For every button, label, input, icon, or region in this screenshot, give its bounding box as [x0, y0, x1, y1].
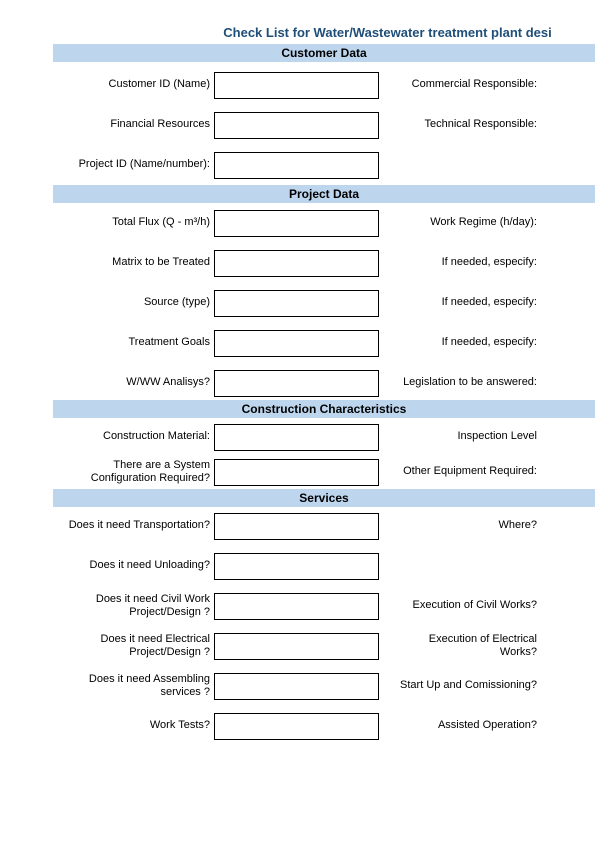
field-label-right: Commercial Responsible: [394, 78, 595, 91]
field-label-left: Does it need Transportation? [53, 519, 214, 532]
form-row: Total Flux (Q - m³/h) Work Regime (h/day)… [53, 208, 595, 238]
field-label-right: If needed, especify: [394, 256, 595, 269]
form-row: Does it need Electrical Project/Design ?… [53, 631, 595, 661]
form-row: Work Tests? Assisted Operation? [53, 711, 595, 741]
form-row: W/WW Analisys? Legislation to be answered… [53, 368, 595, 398]
field-label-right: If needed, especify: [394, 336, 595, 349]
input-field[interactable] [214, 459, 379, 486]
field-label-left: Matrix to be Treated [53, 256, 214, 269]
input-field[interactable] [214, 330, 379, 357]
form-row: Does it need Transportation? Where? [53, 511, 595, 541]
section-header-label: Customer Data [54, 44, 594, 62]
field-label-right: Other Equipment Required: [394, 465, 595, 478]
field-label-left: Treatment Goals [53, 336, 214, 349]
field-label-left: Does it need Assembling services ? [53, 673, 214, 699]
field-label-left: Does it need Civil Work Project/Design ? [53, 593, 214, 619]
section-header: Services [53, 489, 595, 507]
field-label-left: Work Tests? [53, 719, 214, 732]
section-header: Customer Data [53, 44, 595, 62]
form-row: Does it need Unloading? [53, 551, 595, 581]
field-label-right: Assisted Operation? [394, 719, 595, 732]
form-row: Customer ID (Name) Commercial Responsible… [53, 70, 595, 100]
field-label-left: Does it need Electrical Project/Design ? [53, 633, 214, 659]
field-label-left: Total Flux (Q - m³/h) [53, 216, 214, 229]
field-label-right: Where? [394, 519, 595, 532]
field-label-right: Inspection Level [394, 430, 595, 443]
form-row: Source (type) If needed, especify: [53, 288, 595, 318]
form-row: Does it need Assembling services ? Start … [53, 671, 595, 701]
input-field[interactable] [214, 633, 379, 660]
field-label-left: Construction Material: [53, 430, 214, 443]
page-title: Check List for Water/Wastewater treatmen… [0, 25, 595, 40]
input-field[interactable] [214, 370, 379, 397]
section-header-label: Project Data [54, 185, 594, 203]
form-row: Project ID (Name/number): [53, 150, 595, 180]
field-label-right: Start Up and Comissioning? [394, 679, 595, 692]
field-label-right: Work Regime (h/day): [394, 216, 595, 229]
input-field[interactable] [214, 210, 379, 237]
section-header: Project Data [53, 185, 595, 203]
form-row: Does it need Civil Work Project/Design ?… [53, 591, 595, 621]
form-row: Treatment Goals If needed, especify: [53, 328, 595, 358]
input-field[interactable] [214, 553, 379, 580]
field-label-left: Financial Resources [53, 118, 214, 131]
field-label-left: W/WW Analisys? [53, 376, 214, 389]
field-label-left: There are a System Configuration Require… [53, 459, 214, 485]
form-row: Financial Resources Technical Responsible… [53, 110, 595, 140]
form-row: Matrix to be Treated If needed, especify: [53, 248, 595, 278]
input-field[interactable] [214, 152, 379, 179]
form-row: Construction Material: Inspection Level [53, 422, 595, 452]
input-field[interactable] [214, 424, 379, 451]
section-header-label: Services [54, 489, 594, 507]
field-label-right: Technical Responsible: [394, 118, 595, 131]
input-field[interactable] [214, 290, 379, 317]
input-field[interactable] [214, 112, 379, 139]
input-field[interactable] [214, 250, 379, 277]
input-field[interactable] [214, 713, 379, 740]
input-field[interactable] [214, 593, 379, 620]
input-field[interactable] [214, 673, 379, 700]
field-label-right: Execution of Civil Works? [394, 599, 595, 612]
section-header: Construction Characteristics [53, 400, 595, 418]
field-label-right: Legislation to be answered: [394, 376, 595, 389]
field-label-left: Does it need Unloading? [53, 559, 214, 572]
input-field[interactable] [214, 72, 379, 99]
field-label-left: Customer ID (Name) [53, 78, 214, 91]
input-field[interactable] [214, 513, 379, 540]
form-row: There are a System Configuration Require… [53, 457, 595, 487]
field-label-right: If needed, especify: [394, 296, 595, 309]
field-label-left: Source (type) [53, 296, 214, 309]
field-label-left: Project ID (Name/number): [53, 158, 214, 171]
field-label-right: Execution of Electrical Works? [394, 633, 595, 659]
section-header-label: Construction Characteristics [54, 400, 594, 418]
